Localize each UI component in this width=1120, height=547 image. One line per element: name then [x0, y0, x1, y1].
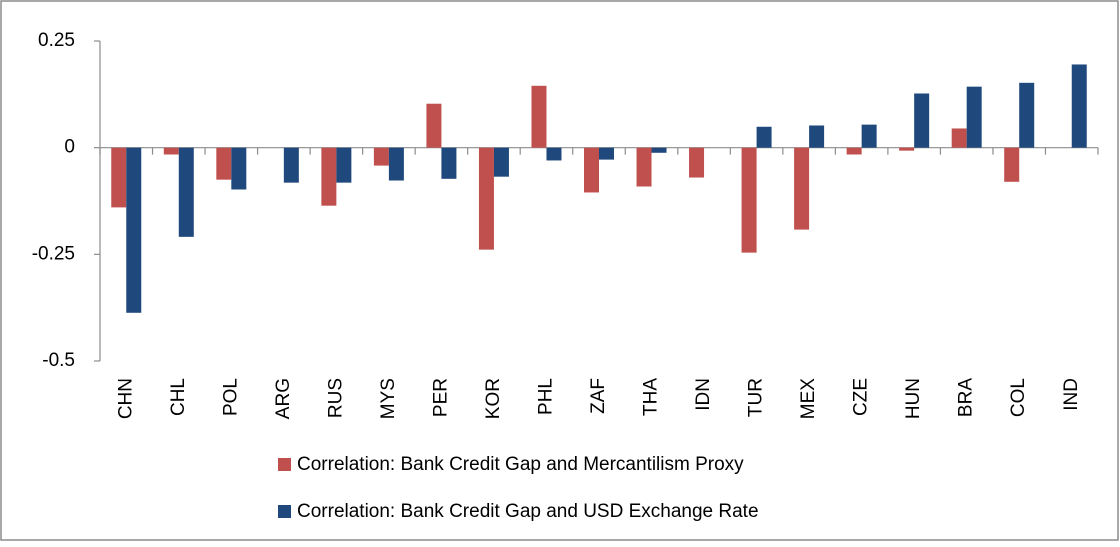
bar [1071, 64, 1087, 148]
bar [283, 147, 299, 183]
bar [756, 126, 772, 148]
bar [231, 147, 247, 190]
x-tick-label: POL [220, 378, 241, 416]
bar [951, 128, 967, 148]
bar [809, 125, 825, 148]
y-tick-label: -0.25 [32, 243, 75, 264]
bar [651, 147, 667, 153]
x-tick-label: BRA [956, 378, 977, 417]
legend-swatch [278, 505, 291, 518]
x-tick-label: ARG [273, 378, 294, 419]
bar [426, 103, 442, 148]
x-tick-label: CHN [115, 378, 136, 419]
x-tick-label: HUN [903, 378, 924, 419]
y-tick-label: 0 [64, 137, 75, 158]
x-tick-label: PER [430, 378, 451, 417]
bar [336, 147, 352, 183]
x-tick-label: ZAF [588, 378, 609, 414]
bar [861, 124, 877, 148]
y-tick-label: -0.5 [42, 350, 75, 371]
bar [636, 147, 652, 187]
x-tick-label: KOR [483, 378, 504, 419]
x-tick-label: CZE [851, 378, 872, 416]
bar [321, 147, 337, 206]
bar [914, 93, 930, 148]
x-tick-label: CHL [168, 378, 189, 416]
bar [493, 147, 509, 177]
x-tick-label: PHL [535, 378, 556, 415]
bar [126, 147, 142, 313]
bar [478, 147, 494, 250]
bar [178, 147, 194, 237]
bar [373, 147, 389, 166]
bar [794, 147, 810, 230]
x-tick-label: MEX [798, 378, 819, 420]
legend-label: Correlation: Bank Credit Gap and Mercant… [297, 454, 744, 475]
bar [584, 147, 599, 193]
bar [599, 147, 614, 160]
x-tick-label: MYS [378, 378, 399, 419]
bar [689, 147, 705, 178]
bar [441, 147, 457, 179]
bar [216, 147, 232, 180]
bar [546, 147, 562, 161]
bar [966, 86, 982, 148]
legend-swatch [278, 458, 291, 471]
bar [846, 147, 862, 155]
bar [163, 147, 179, 155]
bar [1004, 147, 1020, 182]
bar [1019, 82, 1035, 148]
bar [388, 147, 404, 181]
y-tick-label: 0.25 [38, 30, 75, 51]
bar [899, 147, 915, 151]
x-tick-label: TUR [746, 378, 767, 417]
x-tick-label: IDN [693, 378, 714, 411]
x-tick-label: RUS [325, 378, 346, 418]
bar [741, 147, 757, 253]
bar [531, 85, 547, 148]
bar [111, 147, 127, 208]
x-tick-label: IND [1061, 378, 1082, 411]
x-tick-label: COL [1008, 378, 1029, 417]
legend-label: Correlation: Bank Credit Gap and USD Exc… [297, 501, 759, 522]
x-tick-label: THA [641, 378, 662, 416]
